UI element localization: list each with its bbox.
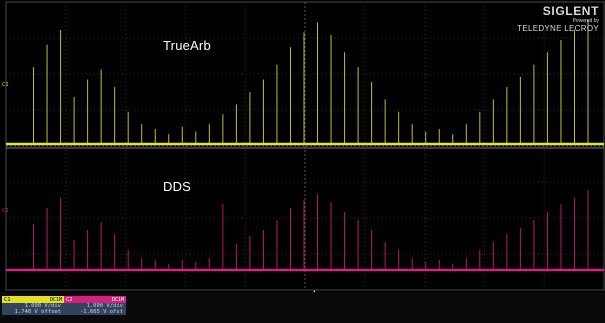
channel-2-level-marker[interactable]: C2 <box>2 208 9 214</box>
brand-sub: TELEDYNE LECROY <box>517 24 599 33</box>
brand-name: SIGLENT <box>542 4 599 18</box>
channel-2-scale: 1.000 V/div <box>64 303 126 309</box>
siglent-logo: SIGLENT Powered by TELEDYNE LECROY <box>517 4 599 33</box>
graticule-grid <box>5 1 605 291</box>
brand-powered: Powered by <box>572 18 599 24</box>
channel-1-offset: 1.740 V offset <box>2 309 64 315</box>
channel-1-coupling: DC1M <box>49 296 62 303</box>
channel-1-info[interactable]: C1 DC1M 1.000 V/div 1.740 V offset <box>2 296 64 321</box>
channel-1-level-marker[interactable]: C1 <box>2 82 9 88</box>
trace-truearb <box>6 20 604 146</box>
channel-2-name: C2 <box>66 296 73 303</box>
channel-1-scale: 1.000 V/div <box>2 303 64 309</box>
channel-2-coupling: DC1M <box>111 296 124 303</box>
channel-2-info[interactable]: C2 DC1M 1.000 V/div -1.665 V ofst <box>64 296 126 321</box>
truearb-label: TrueArb <box>163 38 211 53</box>
channel-1-name: C1 <box>4 296 11 303</box>
trace-dds <box>6 190 604 272</box>
dds-label: DDS <box>163 179 192 194</box>
channel-2-offset: -1.665 V ofst <box>64 309 126 315</box>
